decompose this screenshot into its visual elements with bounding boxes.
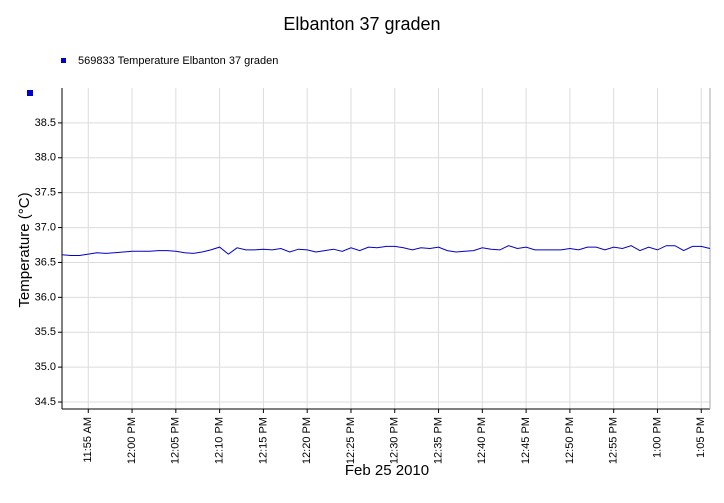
legend-marker <box>27 90 33 96</box>
x-tick-label: 12:10 PM <box>214 417 226 464</box>
x-tick-label: 1:00 PM <box>651 417 663 458</box>
y-tick-label: 36.5 <box>35 256 56 268</box>
y-tick-label: 34.5 <box>35 396 56 408</box>
x-tick-label: 12:50 PM <box>564 417 576 464</box>
x-axis-label: Feb 25 2010 <box>345 462 429 479</box>
legend-label: 569833 Temperature Elbanton 37 graden <box>78 55 278 67</box>
x-tick-label: 12:05 PM <box>170 417 182 464</box>
y-tick-label: 37.5 <box>35 187 56 199</box>
y-tick-label: 37.0 <box>35 221 56 233</box>
legend-marker <box>61 58 66 63</box>
y-axis-label: Temperature (°C) <box>16 192 33 307</box>
y-tick-label: 38.5 <box>35 117 56 129</box>
x-tick-label: 12:20 PM <box>301 417 313 464</box>
y-tick-label: 38.0 <box>35 152 56 164</box>
chart-title: Elbanton 37 graden <box>283 14 440 34</box>
data-line <box>61 245 711 256</box>
x-tick-label: 12:40 PM <box>476 417 488 464</box>
x-tick-label: 12:35 PM <box>432 417 444 464</box>
x-tick-label: 12:15 PM <box>257 417 269 464</box>
y-tick-label: 35.5 <box>35 326 56 338</box>
y-tick-label: 35.0 <box>35 361 56 373</box>
x-tick-label: 12:30 PM <box>389 417 401 464</box>
x-tick-label: 12:25 PM <box>345 417 357 464</box>
x-tick-label: 12:00 PM <box>126 417 138 464</box>
y-tick-label: 36.0 <box>35 291 56 303</box>
x-tick-label: 12:45 PM <box>520 417 532 464</box>
x-tick-label: 1:05 PM <box>695 417 707 458</box>
x-tick-label: 12:55 PM <box>608 417 620 464</box>
x-tick-label: 11:55 AM <box>82 417 94 463</box>
